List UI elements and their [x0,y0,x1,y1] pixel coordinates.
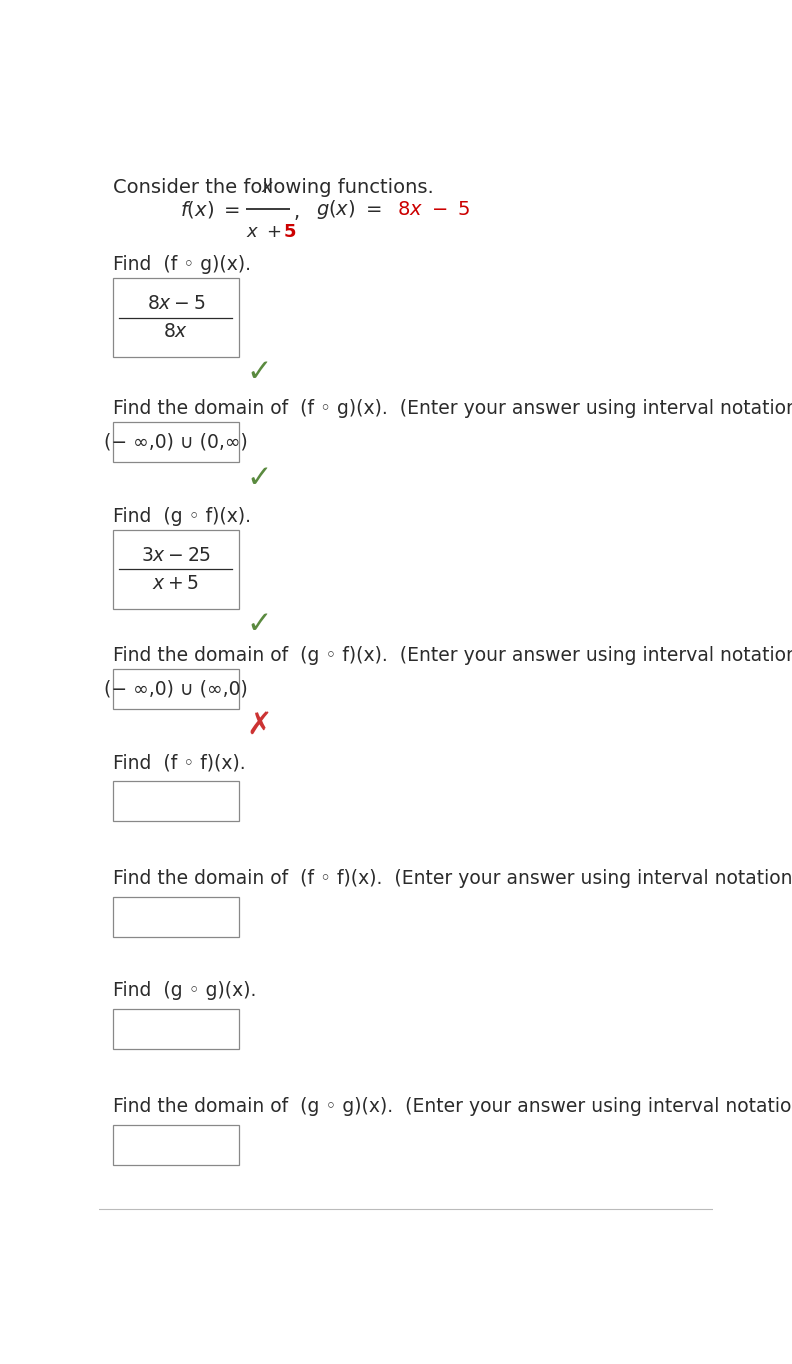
Text: $x + 5$: $x + 5$ [152,574,199,593]
Text: $8x\ -\ 5$: $8x\ -\ 5$ [398,199,470,218]
Bar [113,1009,238,1049]
Text: (− ∞,0) ∪ (0,∞): (− ∞,0) ∪ (0,∞) [104,432,248,451]
Text: Find  (f ◦ g)(x).: Find (f ◦ g)(x). [113,255,251,274]
Text: Find  (f ◦ f)(x).: Find (f ◦ f)(x). [113,753,246,772]
Bar [113,423,238,462]
Text: ✓: ✓ [246,464,272,492]
Text: $,$: $,$ [293,203,299,222]
Text: Find the domain of  (f ◦ g)(x).  (Enter your answer using interval notation.): Find the domain of (f ◦ g)(x). (Enter yo… [113,400,792,419]
Text: $g(x)\ =\ $: $g(x)\ =\ $ [316,198,382,221]
Text: $x\ +\ $: $x\ +\ $ [246,222,282,241]
Text: Find  (g ◦ g)(x).: Find (g ◦ g)(x). [113,982,257,1000]
Bar [113,782,238,821]
Text: (− ∞,0) ∪ (∞,0): (− ∞,0) ∪ (∞,0) [104,679,248,698]
Bar [113,896,238,937]
Text: ✗: ✗ [246,711,272,739]
Text: $3x - 25$: $3x - 25$ [141,546,211,565]
Text: Consider the following functions.: Consider the following functions. [113,177,434,196]
Bar [113,668,238,709]
Text: Find the domain of  (g ◦ f)(x).  (Enter your answer using interval notation.): Find the domain of (g ◦ f)(x). (Enter yo… [113,645,792,664]
Bar [113,531,238,608]
Text: $8x - 5$: $8x - 5$ [147,295,205,314]
Text: $x$: $x$ [261,179,275,196]
Text: Find the domain of  (f ◦ f)(x).  (Enter your answer using interval notation.): Find the domain of (f ◦ f)(x). (Enter yo… [113,869,792,888]
Bar [113,1125,238,1165]
Text: Find  (g ◦ f)(x).: Find (g ◦ f)(x). [113,507,251,527]
Text: $f(x)\ =\ $: $f(x)\ =\ $ [181,199,241,220]
Bar [113,278,238,357]
Text: $8x$: $8x$ [163,322,188,341]
Text: ✓: ✓ [246,610,272,640]
Text: Find the domain of  (g ◦ g)(x).  (Enter your answer using interval notation.): Find the domain of (g ◦ g)(x). (Enter yo… [113,1097,792,1116]
Text: ✓: ✓ [246,359,272,387]
Text: $\mathbf{5}$: $\mathbf{5}$ [283,222,296,241]
